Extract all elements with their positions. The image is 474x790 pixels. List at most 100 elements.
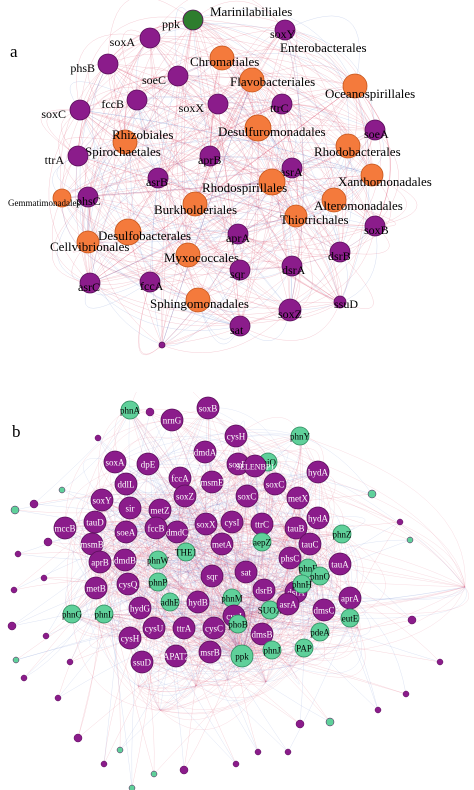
edge bbox=[183, 627, 229, 686]
edge bbox=[235, 435, 289, 605]
label-b-cysi: cysI bbox=[225, 518, 240, 528]
edge bbox=[57, 196, 91, 284]
label-a-asrb: asrB bbox=[146, 175, 168, 189]
node-a-sat bbox=[229, 315, 251, 337]
edge bbox=[40, 109, 81, 157]
edge bbox=[159, 649, 273, 720]
edge bbox=[161, 85, 356, 346]
edge bbox=[237, 174, 373, 235]
node-a-alteromonadales bbox=[321, 187, 347, 213]
peripheral-node bbox=[7, 621, 17, 631]
edge bbox=[289, 575, 334, 667]
label-b-soxc: soxC bbox=[266, 480, 285, 490]
node-b-eute bbox=[340, 608, 360, 628]
edge bbox=[169, 601, 273, 651]
edge bbox=[149, 37, 293, 267]
edge bbox=[11, 543, 311, 627]
edge bbox=[281, 103, 376, 227]
edge bbox=[77, 75, 179, 157]
edge bbox=[149, 174, 373, 283]
peripheral-node bbox=[29, 499, 39, 509]
label-b-phnf: phnF bbox=[299, 564, 318, 574]
edge bbox=[237, 233, 341, 303]
edge bbox=[251, 79, 341, 303]
edge bbox=[139, 407, 209, 609]
edge bbox=[87, 196, 341, 253]
edge bbox=[192, 19, 376, 131]
edge bbox=[161, 145, 349, 346]
label-b-dmsb: dmsB bbox=[251, 630, 272, 640]
label-b-ttra: ttrA bbox=[177, 624, 192, 634]
edge bbox=[197, 601, 359, 629]
edge bbox=[192, 19, 376, 131]
label-b-dmda: dmdA bbox=[194, 448, 217, 458]
peripheral-node bbox=[10, 586, 18, 594]
peripheral-node bbox=[12, 656, 20, 664]
edge bbox=[354, 85, 391, 227]
edge bbox=[237, 129, 376, 235]
node-b-phno bbox=[310, 566, 330, 586]
edge bbox=[136, 29, 286, 101]
peripheral-node bbox=[10, 505, 20, 515]
edge bbox=[192, 9, 356, 87]
edge bbox=[114, 436, 269, 463]
label-a-cellvibrionales: Cellvibrionales bbox=[50, 239, 129, 254]
edge bbox=[289, 225, 378, 311]
edge bbox=[147, 463, 243, 657]
edge bbox=[52, 196, 91, 284]
edge bbox=[339, 174, 392, 253]
peripheral-node bbox=[396, 518, 404, 526]
edge bbox=[177, 75, 376, 131]
edge bbox=[339, 85, 368, 303]
node-b-phng bbox=[62, 604, 82, 624]
edge bbox=[339, 251, 374, 309]
edge bbox=[124, 559, 243, 657]
node-a-asrb bbox=[147, 167, 169, 189]
node-b-sat bbox=[234, 560, 258, 584]
edge bbox=[177, 75, 293, 169]
edge bbox=[71, 409, 131, 615]
label-a-spirochaetales: Spirochaetales bbox=[85, 144, 161, 159]
label-b-aepz: aepZ bbox=[253, 538, 271, 548]
edge bbox=[45, 419, 173, 637]
edge bbox=[209, 155, 373, 176]
node-a-soxx bbox=[207, 93, 229, 115]
edge bbox=[157, 483, 276, 583]
edge bbox=[207, 407, 297, 529]
label-b-ddll: ddlL bbox=[118, 480, 135, 490]
edge bbox=[176, 531, 351, 599]
label-a-ssud: ssuD bbox=[334, 297, 358, 311]
edge bbox=[97, 437, 186, 497]
edge bbox=[209, 603, 289, 658]
edge bbox=[239, 301, 341, 341]
edge bbox=[251, 79, 341, 253]
edge bbox=[213, 495, 248, 629]
edge bbox=[178, 495, 186, 629]
edge bbox=[91, 543, 243, 657]
edge bbox=[125, 531, 235, 617]
edge bbox=[87, 196, 151, 283]
edge bbox=[124, 451, 206, 561]
edge bbox=[95, 587, 215, 629]
edge bbox=[157, 103, 283, 179]
edge bbox=[153, 627, 197, 688]
peripheral-node bbox=[42, 632, 50, 640]
edge bbox=[261, 541, 273, 683]
peripheral-node bbox=[374, 706, 382, 714]
label-b-soxa: soxA bbox=[105, 458, 125, 468]
edge bbox=[271, 181, 342, 303]
label-a-rhodospirillales: Rhodospirillales bbox=[202, 180, 287, 195]
label-b-aprb: aprB bbox=[91, 558, 109, 568]
edge bbox=[192, 19, 291, 311]
node-b-phnl bbox=[94, 604, 114, 624]
edge bbox=[195, 647, 305, 699]
edge bbox=[339, 85, 381, 253]
edge bbox=[61, 197, 241, 327]
edge bbox=[187, 103, 283, 256]
label-b-hydb: hydB bbox=[188, 598, 208, 608]
edge bbox=[137, 609, 325, 690]
edge bbox=[149, 37, 293, 267]
node-b-aprb bbox=[88, 550, 112, 574]
label-b-phnh: phnH bbox=[292, 580, 313, 590]
edge bbox=[181, 19, 194, 256]
